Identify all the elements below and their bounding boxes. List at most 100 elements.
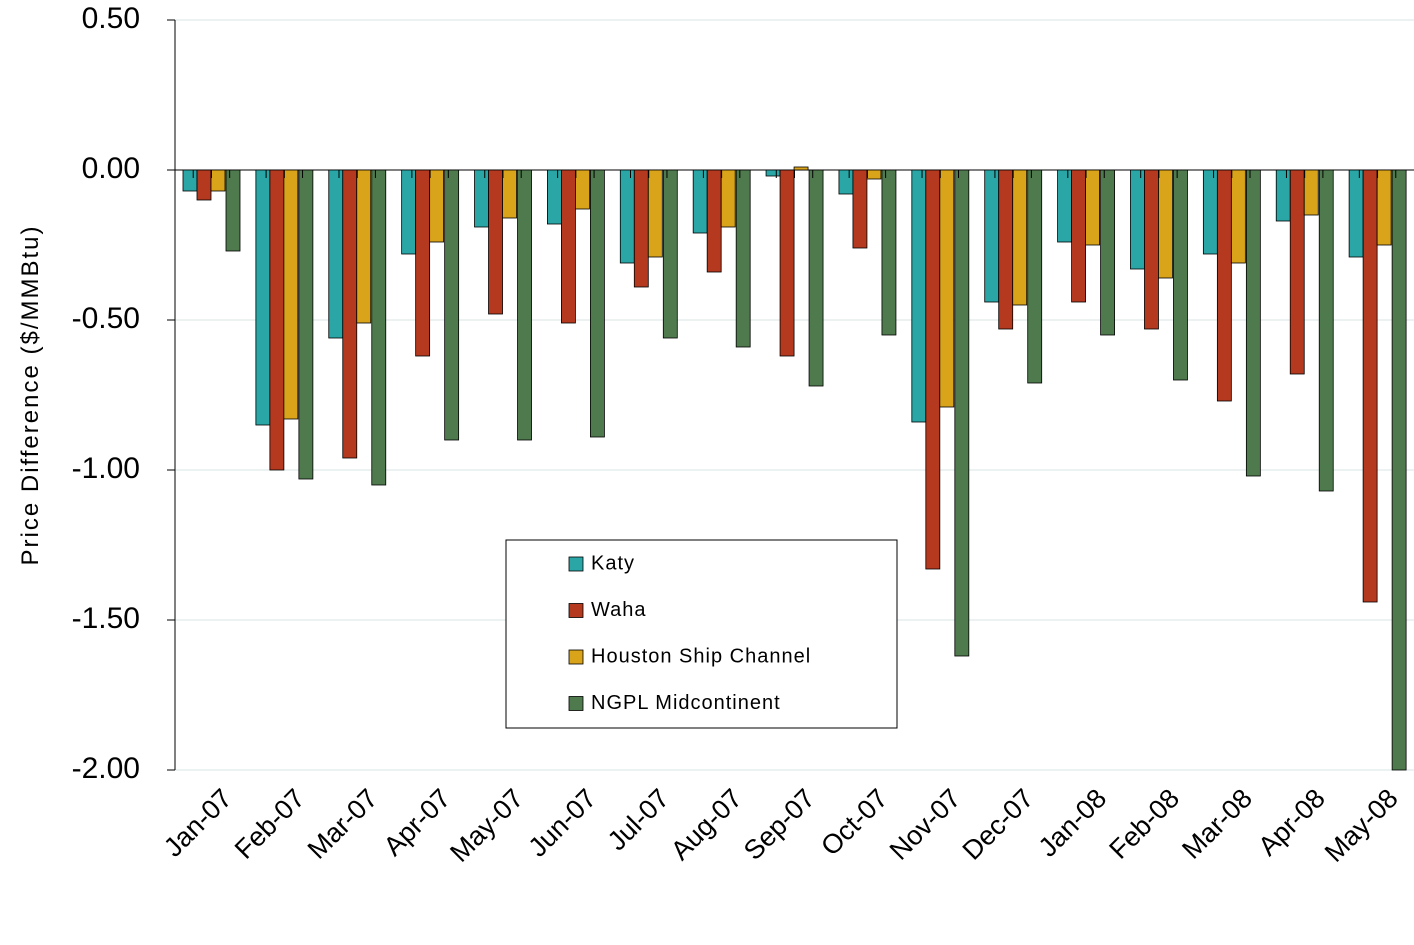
legend-swatch — [568, 603, 584, 618]
bar — [779, 169, 795, 357]
bar — [852, 169, 868, 249]
x-tick-label: Oct-07 — [815, 783, 894, 862]
legend-label: Waha — [591, 599, 647, 621]
bar — [1173, 169, 1188, 381]
bar — [911, 169, 927, 423]
y-tick-label: -0.50 — [72, 302, 140, 335]
bar — [1144, 169, 1159, 330]
bar — [866, 169, 882, 180]
x-tick-label: Feb-07 — [229, 783, 311, 865]
bar — [998, 169, 1014, 330]
bar — [1362, 169, 1378, 603]
bar — [735, 169, 751, 348]
bar — [1303, 169, 1319, 216]
bar — [517, 169, 532, 441]
bar — [196, 169, 212, 201]
bar — [328, 169, 344, 339]
bar — [1391, 169, 1407, 771]
bar — [808, 169, 824, 387]
y-tick-label: -1.00 — [72, 452, 140, 485]
legend-label: Houston Ship Channel — [591, 645, 811, 667]
bar — [269, 169, 285, 471]
bar — [356, 169, 372, 324]
bar — [1348, 169, 1364, 258]
bar — [590, 169, 605, 438]
bar — [1012, 169, 1028, 306]
bar — [692, 169, 708, 234]
bar — [1275, 169, 1291, 222]
bar — [1085, 169, 1100, 246]
x-tick-label: Feb-08 — [1103, 783, 1185, 865]
bar — [925, 169, 941, 570]
bar — [502, 169, 517, 219]
bar — [255, 169, 271, 426]
bar — [1230, 169, 1246, 264]
bar — [984, 169, 1000, 303]
x-tick-label: Jan-07 — [158, 783, 238, 863]
x-tick-label: May-08 — [1319, 783, 1404, 868]
bar — [720, 169, 736, 228]
bar — [342, 169, 358, 459]
bar — [706, 169, 722, 273]
x-tick-label: Sep-07 — [738, 783, 821, 866]
bar — [633, 169, 649, 288]
bar — [210, 169, 226, 192]
bar — [1245, 169, 1261, 477]
bar — [1158, 169, 1173, 279]
legend-label: NGPL Midcontinent — [591, 692, 781, 714]
bar — [647, 169, 663, 258]
bar — [793, 166, 809, 171]
bar — [283, 169, 299, 420]
y-tick-label: 0.50 — [82, 2, 140, 35]
x-tick-label: Jul-07 — [602, 783, 675, 856]
bar — [1100, 169, 1115, 336]
y-tick-label: -2.00 — [72, 752, 140, 785]
bar — [401, 169, 417, 255]
legend-swatch — [568, 649, 584, 665]
x-tick-label: Apr-08 — [1252, 783, 1331, 862]
bar — [182, 169, 198, 192]
bar — [1376, 169, 1392, 246]
bar — [575, 169, 590, 210]
y-tick-label: 0.00 — [82, 152, 140, 185]
legend-swatch — [568, 696, 584, 711]
x-tick-label: Jun-07 — [523, 783, 603, 863]
bar — [838, 169, 854, 195]
bar — [415, 169, 431, 357]
bar — [488, 169, 503, 315]
x-tick-label: Nov-07 — [884, 783, 967, 866]
bar — [1318, 169, 1334, 492]
x-tick-label: Apr-07 — [378, 783, 457, 862]
bar — [547, 169, 562, 225]
bar — [939, 169, 955, 408]
bar — [298, 169, 314, 480]
bar — [225, 169, 241, 252]
x-tick-label: Jan-08 — [1033, 783, 1113, 863]
x-tick-label: Aug-07 — [665, 783, 748, 866]
bar — [1130, 169, 1145, 270]
bar — [1289, 169, 1305, 375]
bar — [561, 169, 576, 324]
bar — [619, 169, 635, 264]
bar — [765, 169, 781, 177]
y-axis-title: Price Difference ($/MMBtu) — [17, 225, 44, 566]
bar — [1057, 169, 1072, 243]
x-tick-label: May-07 — [444, 783, 529, 868]
x-tick-label: Mar-07 — [302, 783, 384, 865]
legend-swatch — [568, 556, 584, 572]
bar — [1216, 169, 1232, 402]
x-tick-label: Dec-07 — [957, 783, 1040, 866]
bar — [1027, 169, 1043, 384]
bar — [444, 169, 460, 441]
x-tick-label: Mar-08 — [1176, 783, 1258, 865]
bar — [881, 169, 897, 336]
bar — [474, 169, 489, 228]
bar — [954, 169, 970, 657]
bar — [429, 169, 445, 243]
bar — [371, 169, 387, 486]
legend-label: Katy — [591, 552, 635, 574]
bar — [1202, 169, 1218, 255]
y-tick-label: -1.50 — [72, 602, 140, 635]
bar — [1071, 169, 1086, 303]
